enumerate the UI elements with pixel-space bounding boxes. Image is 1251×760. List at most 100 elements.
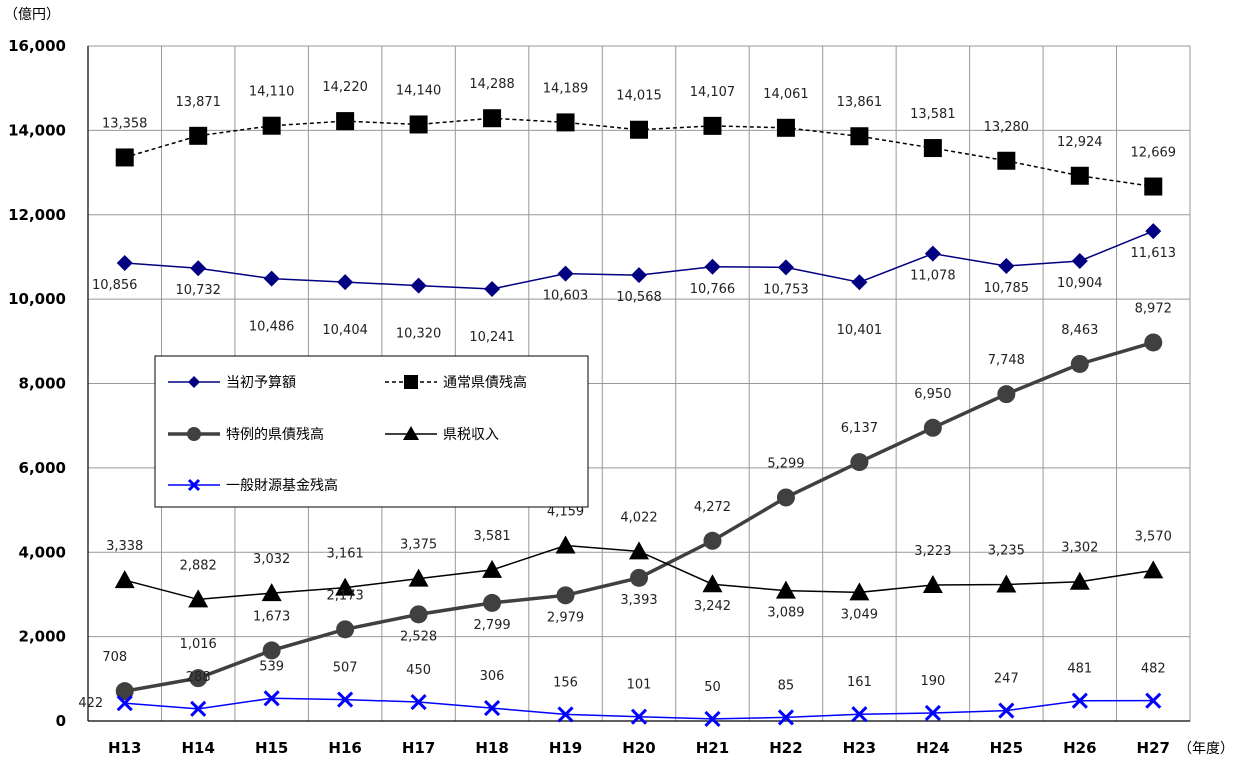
data-label: 247 — [994, 672, 1019, 687]
x-stroke — [630, 708, 648, 725]
data-label: 14,015 — [616, 89, 662, 104]
data-label: 2,979 — [547, 610, 584, 625]
data-label: 85 — [778, 678, 795, 693]
data-label: 8,972 — [1135, 301, 1172, 316]
data-point-x — [630, 708, 648, 725]
data-label: 422 — [78, 696, 103, 711]
data-point-x — [484, 700, 501, 717]
data-point-triangle — [403, 426, 419, 440]
data-label: 3,302 — [1061, 541, 1098, 556]
data-label: 288 — [186, 670, 211, 685]
y-unit-label: （億円） — [4, 7, 60, 23]
data-point-square — [997, 151, 1016, 170]
x-stroke — [851, 706, 868, 723]
data-label: 101 — [627, 678, 652, 693]
data-point-x — [116, 695, 133, 712]
legend-label: 一般財源基金残高 — [226, 477, 338, 494]
x-stroke — [777, 709, 794, 726]
data-point-diamond — [410, 277, 427, 294]
x-stroke — [1071, 692, 1088, 709]
x-tick-label: H17 — [402, 739, 435, 757]
data-point-x — [851, 706, 868, 723]
data-label: 3,089 — [767, 606, 804, 621]
data-point-square — [630, 120, 648, 139]
x-stroke — [187, 478, 201, 492]
y-tick-label: 10,000 — [8, 290, 66, 308]
data-point-square — [556, 113, 575, 132]
x-stroke — [484, 700, 501, 717]
data-label: 14,220 — [322, 80, 368, 95]
data-label: 6,137 — [841, 421, 878, 436]
data-point-diamond — [188, 376, 200, 388]
data-label: 14,288 — [469, 77, 515, 92]
data-point-x — [187, 478, 201, 492]
legend-box — [154, 355, 589, 508]
data-point-x — [263, 690, 280, 707]
data-point-triangle — [629, 541, 649, 560]
x-tick-label: H16 — [328, 739, 361, 757]
data-point-triangle — [335, 577, 356, 596]
x-tick-label: H19 — [549, 739, 582, 757]
data-label: 3,235 — [988, 544, 1025, 559]
x-unit-label: （年度） — [1178, 741, 1234, 757]
x-stroke — [116, 695, 133, 712]
data-label: 10,904 — [1057, 276, 1103, 291]
data-label: 3,393 — [620, 593, 657, 608]
data-point-circle — [997, 385, 1016, 404]
data-label: 3,570 — [1135, 529, 1172, 544]
data-label: 3,223 — [914, 544, 951, 559]
y-tick-label: 16,000 — [8, 37, 66, 55]
x-tick-label: H25 — [990, 739, 1023, 757]
data-point-square — [262, 116, 281, 135]
legend-label: 特例的県債残高 — [226, 426, 324, 443]
data-point-square — [189, 126, 208, 145]
data-point-square — [115, 148, 134, 167]
data-label: 4,159 — [547, 505, 584, 520]
data-label: 14,140 — [396, 83, 442, 98]
data-point-circle — [262, 641, 281, 660]
data-point-triangle — [922, 575, 943, 594]
data-point-circle — [115, 682, 134, 701]
data-label: 10,486 — [249, 320, 295, 335]
x-axis-ticks: H13 H14 H15 H16 H17 H18 H19 H20 H21 H22 H23 H24 H25 H… — [108, 739, 1170, 757]
data-label: 10,241 — [469, 330, 515, 345]
data-label: 14,107 — [690, 85, 736, 100]
data-point-circle — [630, 568, 648, 587]
data-label: 6,950 — [914, 387, 951, 402]
data-label: 3,581 — [473, 529, 510, 544]
y-tick-label: 12,000 — [8, 206, 66, 224]
data-point-diamond — [484, 280, 501, 297]
data-label: 4,272 — [694, 500, 731, 515]
data-point-circle — [556, 586, 575, 605]
y-tick-label: 0 — [56, 712, 66, 730]
data-label: 13,861 — [837, 95, 883, 110]
x-tick-label: H26 — [1063, 739, 1096, 757]
data-point-diamond — [1071, 252, 1088, 269]
data-point-x — [337, 691, 354, 708]
data-point-triangle — [114, 570, 135, 589]
data-point-triangle — [188, 589, 209, 608]
data-label: 10,785 — [984, 281, 1030, 296]
data-label: 10,753 — [763, 282, 809, 297]
data-label: 161 — [847, 675, 872, 690]
data-label: 10,401 — [837, 323, 883, 338]
data-point-diamond — [924, 245, 941, 262]
data-point-square — [703, 116, 722, 135]
data-point-diamond — [704, 258, 721, 275]
x-tick-label: H20 — [622, 739, 655, 757]
data-label: 13,280 — [984, 120, 1030, 135]
data-point-circle — [703, 531, 722, 550]
data-point-triangle — [996, 574, 1017, 593]
data-point-square — [850, 127, 869, 146]
data-point-square — [1144, 177, 1163, 196]
data-label: 2,882 — [180, 558, 217, 573]
x-tick-label: H22 — [769, 739, 802, 757]
data-point-x — [704, 710, 721, 727]
data-label: 4,022 — [620, 510, 657, 525]
data-point-x — [1071, 692, 1088, 709]
x-stroke — [410, 693, 427, 711]
data-label: 14,110 — [249, 85, 295, 100]
data-point-triangle — [775, 580, 796, 599]
data-point-diamond — [190, 260, 207, 277]
